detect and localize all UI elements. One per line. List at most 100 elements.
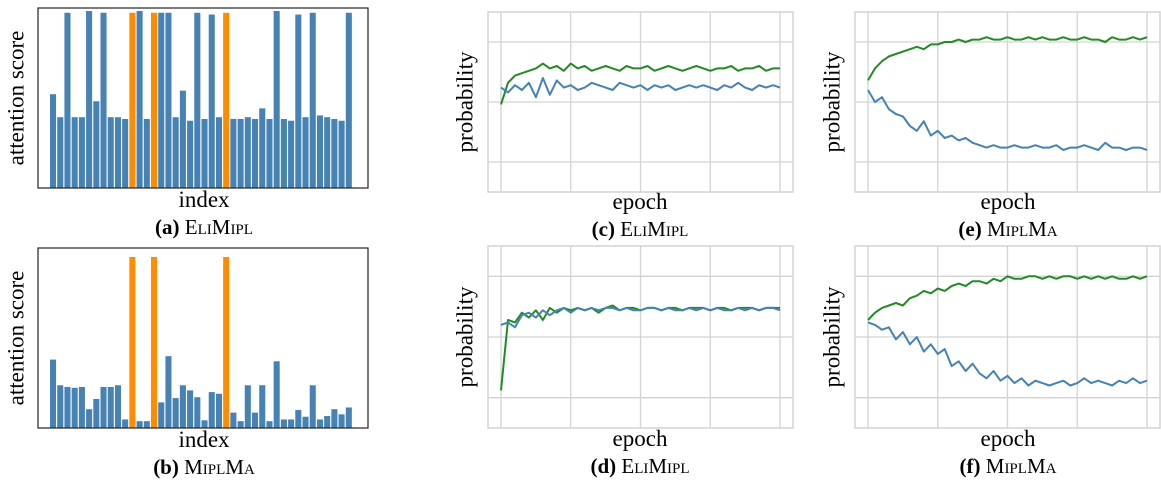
bar xyxy=(86,409,93,428)
bar xyxy=(230,412,237,428)
x-axis-label: epoch xyxy=(981,189,1036,214)
caption-tag: (f) xyxy=(960,454,981,478)
bar xyxy=(114,117,121,188)
bar xyxy=(57,385,64,428)
bar xyxy=(64,386,71,428)
bar xyxy=(237,118,244,188)
bar xyxy=(288,419,295,428)
x-axis-label: epoch xyxy=(613,426,668,451)
x-axis-label: index xyxy=(178,427,230,452)
bar xyxy=(114,385,121,428)
plot-frame xyxy=(487,245,794,429)
caption: (b) MiplMa xyxy=(153,455,255,479)
panel-a: attention score index (a) EliMipl xyxy=(3,7,369,239)
bar xyxy=(136,11,143,188)
bar xyxy=(143,421,150,428)
bar-highlighted xyxy=(151,257,158,428)
line-marks xyxy=(854,245,1161,429)
bar xyxy=(64,12,71,188)
bar xyxy=(50,94,57,188)
bar xyxy=(165,356,172,428)
panel-b: attention score index (b) MiplMa xyxy=(3,247,369,479)
bar-marks xyxy=(50,11,352,189)
caption-tag: (b) xyxy=(153,455,179,479)
bar xyxy=(201,118,208,188)
plot-frame xyxy=(854,245,1161,429)
bar xyxy=(295,410,302,428)
plot-frame xyxy=(854,11,1161,193)
bar xyxy=(179,90,186,188)
bar xyxy=(280,118,287,188)
bar xyxy=(331,409,338,428)
x-axis-label: index xyxy=(178,187,230,212)
bar xyxy=(345,12,352,188)
bar xyxy=(302,416,309,428)
plot-frame xyxy=(37,7,369,189)
caption-tag: (e) xyxy=(958,217,981,241)
bar xyxy=(100,12,107,188)
bar xyxy=(237,421,244,428)
bar xyxy=(50,359,57,428)
bar xyxy=(187,120,194,188)
bar xyxy=(273,361,280,428)
line-marks xyxy=(854,11,1161,193)
bar-highlighted xyxy=(223,257,230,428)
line-marks xyxy=(487,245,794,429)
bar xyxy=(316,419,323,428)
series-line-green xyxy=(867,36,1148,81)
y-axis-label: probability xyxy=(819,51,844,152)
bar xyxy=(208,14,215,189)
bar xyxy=(172,398,179,428)
series-line-blue xyxy=(867,321,1148,387)
plot-frame xyxy=(37,247,369,429)
caption-tag: (c) xyxy=(592,217,615,241)
y-axis-label: attention score xyxy=(3,31,28,166)
bar xyxy=(194,12,201,188)
bar xyxy=(201,420,208,428)
bar xyxy=(78,386,85,428)
caption: (a) EliMipl xyxy=(155,215,253,239)
bar xyxy=(100,386,107,428)
bar xyxy=(165,12,172,188)
bar xyxy=(324,416,331,428)
x-axis-label: epoch xyxy=(981,426,1036,451)
caption-name: MiplMa xyxy=(184,455,255,479)
bar xyxy=(252,412,259,428)
y-axis-label: probability xyxy=(452,286,477,387)
panel-e: probability epoch (e) MiplMa xyxy=(819,11,1161,241)
bar xyxy=(309,12,316,188)
bar xyxy=(71,117,78,188)
bar-marks xyxy=(50,257,352,428)
bar xyxy=(71,387,78,428)
panel-f: probability epoch (f) MiplMa xyxy=(819,245,1161,478)
bar xyxy=(295,14,302,189)
caption: (d) EliMipl xyxy=(590,454,689,478)
bar xyxy=(158,402,165,428)
bar xyxy=(280,419,287,428)
bar xyxy=(338,414,345,428)
bar xyxy=(316,115,323,188)
bar xyxy=(107,386,114,428)
bar xyxy=(331,118,338,188)
bar xyxy=(194,397,201,428)
bar xyxy=(273,11,280,188)
bar xyxy=(252,118,259,188)
bar-highlighted xyxy=(129,12,136,188)
bar xyxy=(179,385,186,428)
caption-name: EliMipl xyxy=(621,454,689,478)
bar xyxy=(78,117,85,188)
plot-frame xyxy=(487,11,794,193)
bar xyxy=(288,120,295,188)
bar xyxy=(266,118,273,188)
panel-c: probability epoch (c) EliMipl xyxy=(452,11,794,241)
bar xyxy=(93,398,100,428)
bar xyxy=(324,117,331,188)
bar xyxy=(215,117,222,188)
series-line-blue xyxy=(500,306,781,329)
bar xyxy=(136,421,143,428)
bar xyxy=(86,11,93,188)
caption: (f) MiplMa xyxy=(960,454,1057,478)
bar xyxy=(93,101,100,188)
bar xyxy=(172,117,179,188)
bar xyxy=(266,421,273,428)
